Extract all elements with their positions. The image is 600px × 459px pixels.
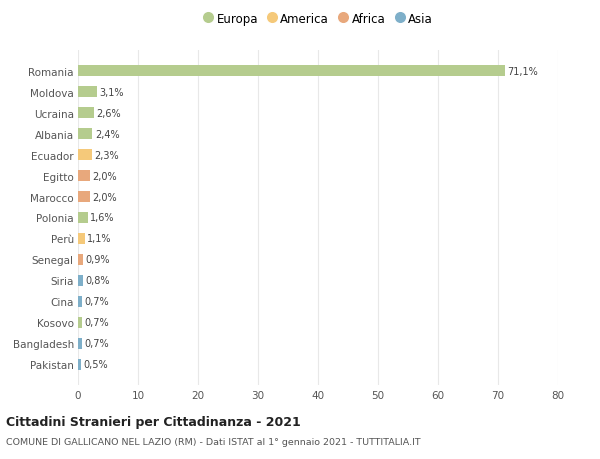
- Text: 1,1%: 1,1%: [87, 234, 112, 244]
- Legend: Europa, America, Africa, Asia: Europa, America, Africa, Asia: [203, 13, 433, 26]
- Bar: [78, 66, 505, 77]
- Bar: [78, 275, 83, 286]
- Bar: [78, 338, 82, 349]
- Bar: [78, 170, 90, 182]
- Bar: [78, 317, 82, 329]
- Bar: [78, 212, 88, 224]
- Text: 71,1%: 71,1%: [507, 67, 538, 77]
- Text: 2,3%: 2,3%: [94, 150, 119, 160]
- Text: Cittadini Stranieri per Cittadinanza - 2021: Cittadini Stranieri per Cittadinanza - 2…: [6, 415, 301, 428]
- Bar: [78, 87, 97, 98]
- Text: 0,5%: 0,5%: [83, 359, 108, 369]
- Text: 0,7%: 0,7%: [85, 297, 109, 307]
- Text: 2,4%: 2,4%: [95, 129, 119, 139]
- Text: COMUNE DI GALLICANO NEL LAZIO (RM) - Dati ISTAT al 1° gennaio 2021 - TUTTITALIA.: COMUNE DI GALLICANO NEL LAZIO (RM) - Dat…: [6, 437, 421, 446]
- Bar: [78, 129, 92, 140]
- Text: 0,7%: 0,7%: [85, 318, 109, 328]
- Bar: [78, 150, 92, 161]
- Text: 2,6%: 2,6%: [96, 108, 121, 118]
- Text: 3,1%: 3,1%: [99, 87, 124, 97]
- Text: 0,8%: 0,8%: [85, 276, 110, 286]
- Bar: [78, 191, 90, 203]
- Text: 2,0%: 2,0%: [92, 171, 117, 181]
- Bar: [78, 296, 82, 308]
- Text: 1,6%: 1,6%: [90, 213, 115, 223]
- Bar: [78, 233, 85, 245]
- Bar: [78, 107, 94, 119]
- Text: 0,9%: 0,9%: [86, 255, 110, 265]
- Text: 0,7%: 0,7%: [85, 339, 109, 349]
- Bar: [78, 359, 81, 370]
- Text: 2,0%: 2,0%: [92, 192, 117, 202]
- Bar: [78, 254, 83, 266]
